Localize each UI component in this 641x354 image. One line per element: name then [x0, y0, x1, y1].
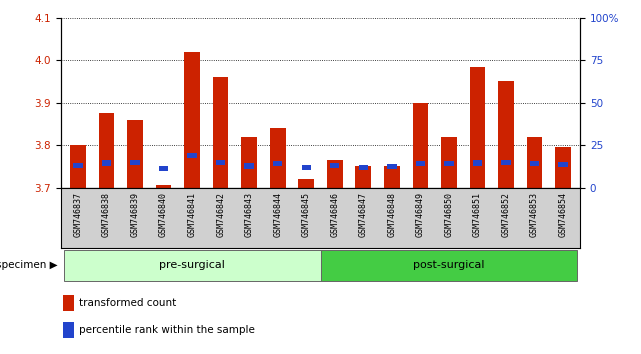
Bar [470, 67, 485, 188]
Bar [413, 103, 428, 188]
Bar [415, 161, 425, 166]
Text: transformed count: transformed count [79, 298, 176, 308]
Text: GSM746841: GSM746841 [188, 193, 197, 238]
Bar [184, 52, 200, 188]
Text: GSM746843: GSM746843 [245, 193, 254, 238]
Bar [384, 166, 400, 188]
FancyBboxPatch shape [63, 250, 320, 281]
Bar [63, 322, 74, 338]
Text: GSM746845: GSM746845 [302, 193, 311, 238]
Bar [273, 161, 283, 166]
Bar [441, 137, 457, 188]
Bar [241, 137, 257, 188]
Bar [358, 165, 368, 170]
Text: GSM746842: GSM746842 [216, 193, 225, 238]
Bar [99, 113, 114, 188]
Bar [501, 160, 511, 165]
Text: GSM746846: GSM746846 [330, 193, 339, 238]
Bar [444, 161, 454, 166]
Text: GSM746844: GSM746844 [273, 193, 282, 238]
Bar [498, 81, 514, 188]
Bar [299, 179, 314, 188]
Text: GSM746848: GSM746848 [387, 193, 396, 238]
Text: GSM746838: GSM746838 [102, 193, 111, 238]
Bar [130, 160, 140, 165]
Bar [244, 164, 254, 169]
Bar [472, 160, 482, 166]
Bar [187, 153, 197, 158]
Bar [529, 161, 539, 166]
Text: GSM746854: GSM746854 [558, 193, 567, 238]
Bar [356, 166, 371, 188]
Text: GSM746852: GSM746852 [501, 193, 510, 238]
Text: pre-surgical: pre-surgical [159, 260, 225, 270]
Bar [70, 145, 86, 188]
Bar [156, 185, 171, 188]
Bar [63, 295, 74, 310]
Text: GSM746840: GSM746840 [159, 193, 168, 238]
Bar [558, 162, 568, 167]
Bar [73, 162, 83, 168]
Text: GSM746850: GSM746850 [444, 193, 453, 238]
Text: GSM746851: GSM746851 [473, 193, 482, 238]
Bar [527, 137, 542, 188]
Text: percentile rank within the sample: percentile rank within the sample [79, 325, 255, 335]
Bar [216, 160, 226, 165]
Bar [330, 163, 340, 168]
Bar [127, 120, 143, 188]
Text: GSM746853: GSM746853 [530, 193, 539, 238]
Bar [301, 165, 311, 170]
Bar [555, 147, 571, 188]
Bar [213, 77, 228, 188]
Text: GSM746849: GSM746849 [416, 193, 425, 238]
Bar [270, 128, 285, 188]
Text: GSM746837: GSM746837 [74, 193, 83, 238]
Bar [327, 160, 342, 188]
Bar [387, 164, 397, 169]
FancyBboxPatch shape [320, 250, 578, 281]
Bar [159, 166, 169, 171]
Text: post-surgical: post-surgical [413, 260, 485, 270]
Text: specimen ▶: specimen ▶ [0, 260, 58, 270]
Bar [102, 160, 112, 166]
Text: GSM746839: GSM746839 [131, 193, 140, 238]
Text: GSM746847: GSM746847 [359, 193, 368, 238]
